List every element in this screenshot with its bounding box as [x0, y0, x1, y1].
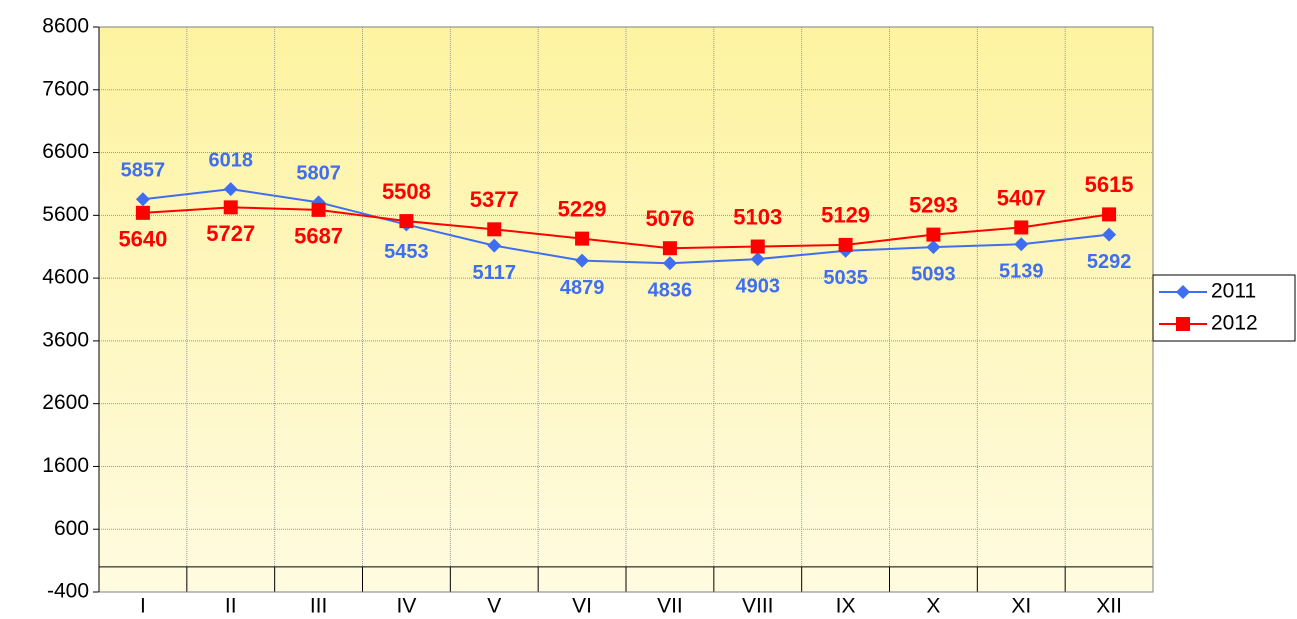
marker	[311, 202, 326, 217]
x-tick-label: I	[140, 595, 146, 618]
x-tick-label: X	[926, 595, 940, 618]
data-label: 5687	[294, 224, 343, 249]
y-tick-label: 1600	[42, 454, 89, 477]
data-label: 5407	[997, 185, 1046, 210]
data-label: 5377	[470, 187, 519, 212]
data-label: 5615	[1085, 172, 1134, 197]
y-tick-label: 8600	[42, 15, 89, 38]
marker	[1014, 237, 1029, 252]
y-tick-label: -400	[47, 580, 89, 603]
data-label: 5293	[909, 192, 958, 217]
data-label: 5139	[999, 261, 1044, 283]
marker	[135, 192, 150, 207]
data-label: 5453	[384, 241, 429, 263]
y-tick-label: 4600	[42, 266, 89, 289]
marker	[487, 238, 502, 253]
x-tick-label: II	[225, 595, 237, 618]
x-tick-label: IX	[836, 595, 856, 618]
marker	[838, 237, 853, 252]
y-tick-label: 600	[54, 517, 89, 540]
x-tick-label: XI	[1011, 595, 1031, 618]
marker	[487, 222, 502, 237]
data-label: 5292	[1087, 251, 1132, 273]
marker	[1102, 207, 1117, 222]
data-label: 5229	[558, 196, 607, 221]
marker	[750, 252, 765, 267]
marker	[1176, 317, 1190, 331]
marker	[1014, 220, 1029, 235]
marker	[223, 200, 238, 215]
data-label: 5035	[823, 267, 868, 289]
legend-label: 2012	[1211, 312, 1258, 335]
marker	[575, 231, 590, 246]
series-line	[142, 188, 1110, 265]
data-label: 5857	[121, 159, 166, 181]
x-tick-label: IV	[396, 595, 416, 618]
y-tick-label: 3600	[42, 328, 89, 351]
legend-label: 2011	[1211, 280, 1256, 303]
marker	[399, 214, 414, 229]
marker	[662, 241, 677, 256]
x-tick-label: VI	[572, 595, 592, 618]
data-label: 5129	[821, 203, 870, 228]
x-tick-label: VIII	[742, 595, 774, 618]
marker	[926, 227, 941, 242]
y-tick-label: 5600	[42, 203, 89, 226]
data-label: 5117	[473, 262, 516, 284]
x-tick-label: V	[487, 595, 501, 618]
data-label: 4836	[648, 280, 693, 302]
data-label: 4879	[560, 277, 605, 299]
y-tick-label: 2600	[42, 391, 89, 414]
x-tick-label: VII	[657, 595, 683, 618]
data-label: 6018	[209, 149, 254, 171]
data-label: 5807	[296, 163, 341, 185]
marker	[1176, 285, 1190, 299]
marker	[223, 182, 238, 197]
y-tick-label: 7600	[42, 77, 89, 100]
series-line	[142, 206, 1110, 250]
data-label: 5640	[118, 227, 167, 252]
marker	[575, 253, 590, 268]
data-label: 5727	[206, 221, 255, 246]
data-label: 5508	[382, 179, 431, 204]
data-label: 5093	[911, 263, 956, 285]
x-tick-label: XII	[1096, 595, 1122, 618]
marker	[750, 239, 765, 254]
data-label: 4903	[736, 275, 781, 297]
marker	[662, 256, 677, 271]
x-tick-label: III	[310, 595, 328, 618]
y-tick-label: 6600	[42, 140, 89, 163]
marker	[926, 240, 941, 255]
data-label: 5076	[645, 206, 694, 231]
data-label: 5103	[733, 204, 782, 229]
marker	[1102, 227, 1117, 242]
marker	[135, 205, 150, 220]
